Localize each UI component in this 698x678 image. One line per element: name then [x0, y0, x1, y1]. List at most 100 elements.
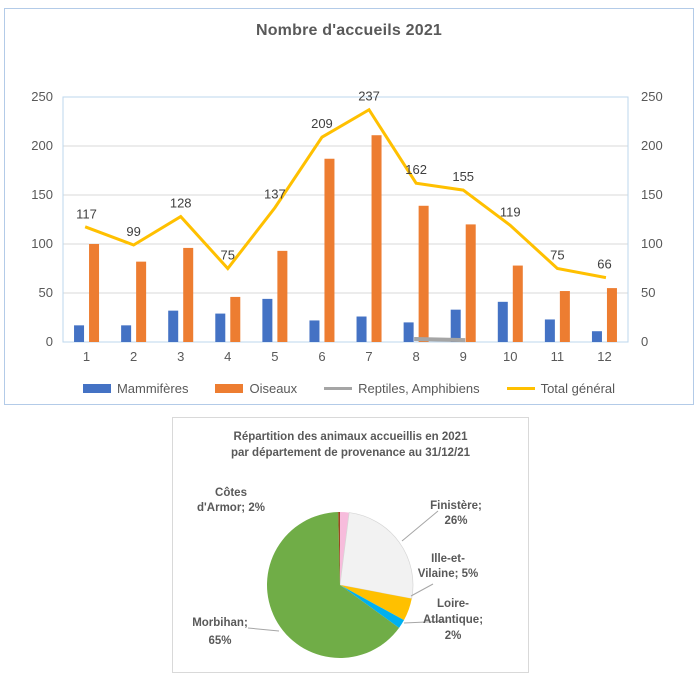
- bar-oiseaux-m11[interactable]: [559, 291, 570, 342]
- secondary-y-axis-label-0: 0: [641, 334, 648, 349]
- secondary-y-axis-label-100: 100: [641, 236, 663, 251]
- pie-label-loire-atlantique-line1: Loire-: [437, 598, 469, 610]
- bar-oiseaux-m4[interactable]: [230, 296, 241, 342]
- pie-slice-morbihan[interactable]: [267, 512, 400, 658]
- bar-mammif-res-m1[interactable]: [74, 325, 85, 342]
- bar-mammif-res-m3[interactable]: [168, 310, 179, 342]
- legend-label: Mammifères: [116, 380, 189, 396]
- bar-oiseaux-m6[interactable]: [324, 158, 335, 342]
- bar-oiseaux-m5[interactable]: [277, 250, 288, 342]
- bar-mammif-res-m10[interactable]: [497, 301, 508, 342]
- bar-oiseaux-m8[interactable]: [418, 205, 429, 342]
- x-axis-label-12: 12: [597, 349, 611, 364]
- x-axis-label-5: 5: [271, 349, 278, 364]
- x-axis-label-10: 10: [503, 349, 517, 364]
- x-axis-label-1: 1: [83, 349, 90, 364]
- pie-slice-tiny[interactable]: [338, 511, 340, 585]
- y-axis-label-150: 150: [31, 187, 53, 202]
- secondary-y-axis-label-50: 50: [641, 285, 655, 300]
- bar-mammif-res-m7[interactable]: [356, 316, 367, 342]
- plot-border: [62, 96, 629, 343]
- pie-label-loire-atlantique-line2: Atlantique;: [423, 614, 483, 626]
- x-axis-label-7: 7: [365, 349, 372, 364]
- bar-mammif-res-m11[interactable]: [544, 319, 555, 342]
- x-axis-label-8: 8: [413, 349, 420, 364]
- bar-mammif-res-m12[interactable]: [591, 331, 602, 342]
- bar-mammif-res-m5[interactable]: [262, 298, 273, 342]
- pie-label-ille-et-vilaine-line2: Vilaine; 5%: [418, 568, 479, 580]
- bar-oiseaux-m3[interactable]: [183, 247, 194, 342]
- leader-line-loire-atlantique: [403, 620, 449, 624]
- legend-swatch-line: [324, 386, 353, 390]
- leader-line-finist-re: [401, 510, 439, 542]
- line-reptiles-amphibiens[interactable]: [414, 337, 466, 343]
- y-axis-label-50: 50: [39, 285, 53, 300]
- leader-line-ille-et-vilaine: [410, 583, 434, 597]
- x-axis-label-4: 4: [224, 349, 231, 364]
- pie-chart-title: Répartition des animaux accueillis en 20…: [173, 429, 528, 461]
- x-axis-label-6: 6: [318, 349, 325, 364]
- bar-mammif-res-m8[interactable]: [403, 322, 414, 342]
- legend-swatch-bar: [82, 383, 111, 393]
- data-label-m4: 75: [221, 248, 235, 263]
- bar-oiseaux-m1[interactable]: [89, 244, 100, 342]
- data-label-m12: 66: [597, 256, 611, 271]
- pie-plot-area: Côtes d'Armor; 2% Finistère; 26% Ille-et- Vil…: [192, 487, 483, 658]
- bar-mammif-res-m4[interactable]: [215, 313, 226, 342]
- y-axis-label-0: 0: [46, 334, 53, 349]
- data-label-m6: 209: [311, 116, 333, 131]
- pie-chart-title-line1: Répartition des animaux accueillis en 20…: [233, 431, 468, 443]
- secondary-y-axis-label-150: 150: [641, 187, 663, 202]
- legend-item-oiseaux[interactable]: Oiseaux: [215, 381, 297, 396]
- pie-label-loire-atlantique-line3: 2%: [445, 630, 462, 642]
- bar-oiseaux-m10[interactable]: [512, 265, 523, 342]
- bar-oiseaux-m2[interactable]: [136, 261, 147, 342]
- line-total-g-n-ral[interactable]: [84, 107, 607, 280]
- pie-slice-ille-et-vilaine[interactable]: [340, 585, 412, 621]
- secondary-y-axis-label-250: 250: [641, 89, 663, 104]
- bar-oiseaux-m9[interactable]: [465, 224, 476, 342]
- monthly-intake-chart[interactable]: Nombre d'accueils 2021 0 50 100 150 200 250 0 5…: [4, 8, 694, 405]
- bar-chart-legend: Mammifères Oiseaux Reptiles, Amphibiens Tot…: [5, 377, 693, 399]
- pie-label-morbihan-line2: 65%: [208, 635, 231, 647]
- data-label-m5: 137: [264, 187, 286, 202]
- legend-item-total-g-n-ral[interactable]: Total général: [506, 380, 616, 396]
- data-label-m11: 75: [550, 248, 564, 263]
- bar-oiseaux-m12[interactable]: [606, 288, 617, 342]
- data-label-m2: 99: [126, 224, 140, 239]
- pie-label-finist-re-line2: 26%: [444, 515, 467, 527]
- pie-slice-finist-re[interactable]: [339, 512, 414, 600]
- pie-label-morbihan-line1: Morbihan;: [192, 617, 248, 629]
- legend-swatch-bar: [215, 383, 244, 393]
- y-axis-label-250: 250: [31, 89, 53, 104]
- data-label-m3: 128: [170, 196, 192, 211]
- secondary-y-axis-label-200: 200: [641, 138, 663, 153]
- data-label-m9: 155: [452, 169, 474, 184]
- y-axis-label-100: 100: [31, 236, 53, 251]
- x-axis-label-3: 3: [177, 349, 184, 364]
- legend-swatch-line: [506, 386, 535, 390]
- legend-item-reptiles-amphibiens[interactable]: Reptiles, Amphibiens: [324, 380, 480, 396]
- data-label-m1: 117: [76, 206, 97, 221]
- pie-chart-title-line2: par département de provenance au 31/12/2…: [230, 447, 471, 459]
- data-label-m7: 237: [358, 89, 380, 104]
- pie-label-c-tes-d-armor-line1: Côtes: [215, 487, 247, 499]
- legend-item-mammif-res[interactable]: Mammifères: [82, 380, 189, 396]
- pie-label-ille-et-vilaine-line1: Ille-et-: [431, 553, 465, 565]
- legend-label: Total général: [540, 380, 616, 396]
- pie-label-finist-re-line1: Finistère;: [430, 500, 482, 512]
- bar-mammif-res-m6[interactable]: [309, 320, 320, 342]
- pie-label-c-tes-d-armor-line2: d'Armor; 2%: [197, 502, 265, 514]
- bar-mammif-res-m2[interactable]: [121, 325, 132, 342]
- bar-chart-title: Nombre d'accueils 2021: [255, 22, 443, 39]
- leader-line-morbihan: [247, 627, 280, 632]
- x-axis-label-11: 11: [551, 349, 565, 364]
- legend-label: Reptiles, Amphibiens: [358, 380, 480, 396]
- department-pie-chart[interactable]: Répartition des animaux accueillis en 20…: [172, 417, 529, 673]
- bar-oiseaux-m7[interactable]: [371, 135, 382, 342]
- legend-label: Oiseaux: [249, 380, 298, 396]
- x-axis-label-9: 9: [460, 349, 467, 364]
- bar-mammif-res-m9[interactable]: [450, 309, 461, 342]
- pie-slice-loire-atlantique[interactable]: [340, 585, 404, 628]
